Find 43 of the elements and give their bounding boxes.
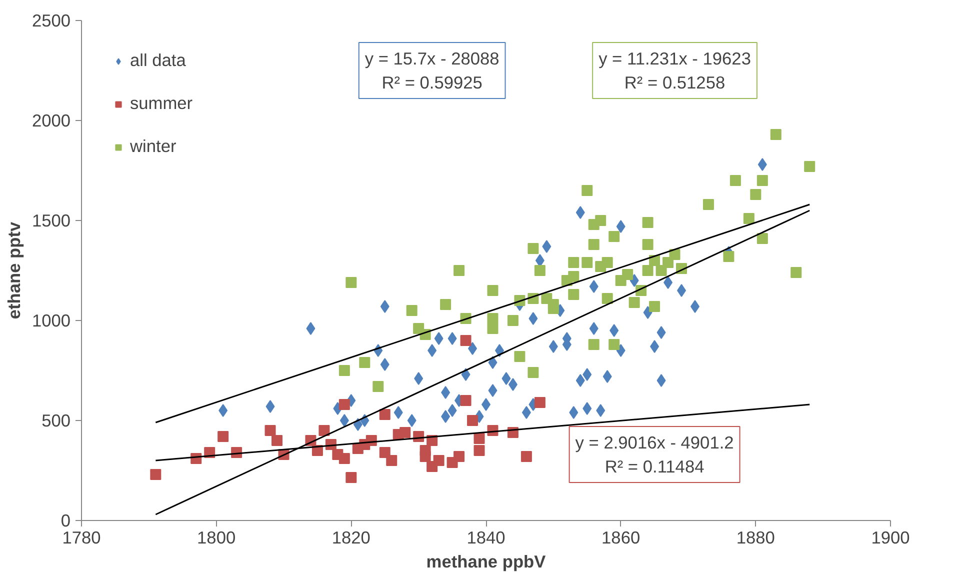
y-tick-label: 1000 xyxy=(32,310,71,330)
point xyxy=(474,445,485,456)
point xyxy=(433,455,444,466)
point xyxy=(460,335,472,346)
annotation: y = 2.9016x - 4901.2 R² = 0.11484 xyxy=(575,432,734,476)
point xyxy=(150,469,162,480)
point xyxy=(534,397,546,408)
point xyxy=(346,472,357,483)
point xyxy=(454,451,465,462)
x-axis-title: methane ppbV xyxy=(426,552,546,572)
point xyxy=(338,399,350,410)
point xyxy=(338,453,350,464)
point xyxy=(400,427,411,438)
y-tick-label: 2000 xyxy=(32,110,71,130)
y-tick-label: 1500 xyxy=(32,210,71,230)
annotation: y = 15.7x - 28088 R² = 0.59925 xyxy=(364,48,500,92)
x-tick-label: 1860 xyxy=(602,528,640,548)
legend-label: winter xyxy=(130,136,176,157)
point xyxy=(272,435,283,446)
point xyxy=(318,425,330,436)
point xyxy=(420,451,431,462)
x-tick-label: 1900 xyxy=(871,528,910,548)
point xyxy=(379,447,390,458)
point xyxy=(386,455,398,466)
x-tick-label: 1820 xyxy=(332,528,370,548)
x-tick-label: 1800 xyxy=(197,528,236,548)
point xyxy=(467,415,478,426)
point xyxy=(474,433,485,444)
y-tick-label: 500 xyxy=(42,410,71,430)
y-tick-label: 0 xyxy=(60,510,71,530)
point xyxy=(264,425,276,436)
y-tick-label: 2500 xyxy=(32,10,71,30)
point xyxy=(218,431,229,442)
point xyxy=(460,395,472,406)
x-tick-label: 1840 xyxy=(466,528,506,548)
legend-label: summer xyxy=(130,93,193,114)
y-axis-title: ethane pptv xyxy=(4,222,24,320)
annotation: y = 11.231x - 19623 R² = 0.51258 xyxy=(598,48,751,92)
x-tick-label: 1780 xyxy=(62,528,101,548)
point xyxy=(379,409,390,420)
legend-label: all data xyxy=(130,50,186,71)
x-tick-label: 1880 xyxy=(736,528,775,548)
point xyxy=(520,451,532,462)
